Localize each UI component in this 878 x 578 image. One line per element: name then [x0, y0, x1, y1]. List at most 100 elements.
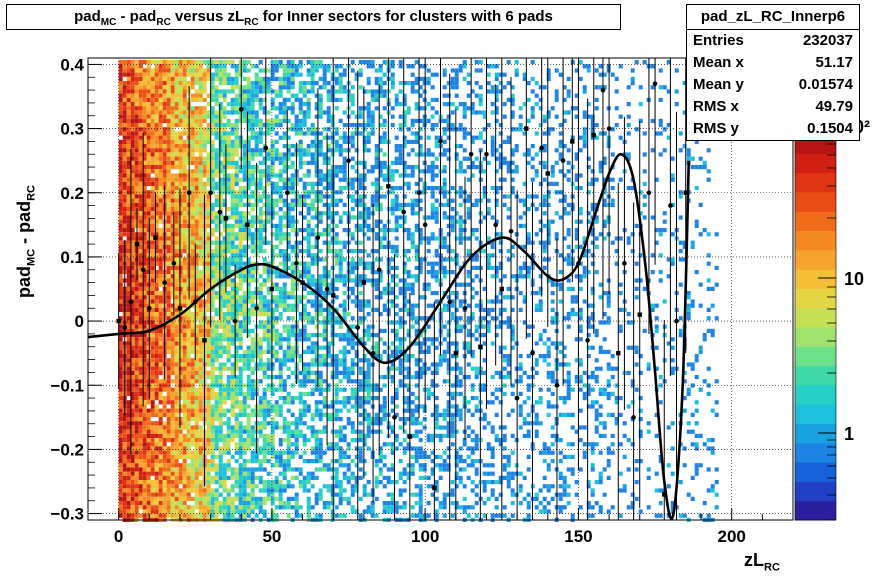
- heatmap-cell: [230, 81, 235, 86]
- heatmap-cell: [210, 249, 215, 254]
- heatmap-cell: [118, 501, 123, 506]
- heatmap-cell: [174, 85, 179, 90]
- heatmap-cell: [306, 404, 311, 409]
- heatmap-cell: [154, 396, 159, 401]
- heatmap-cell: [198, 261, 203, 266]
- heatmap-cell: [182, 274, 187, 279]
- heatmap-cell: [146, 345, 151, 350]
- heatmap-cell: [194, 253, 199, 258]
- heatmap-cell: [286, 408, 291, 413]
- heatmap-cell: [158, 139, 163, 144]
- heatmap-cell: [154, 295, 159, 300]
- heatmap-cell: [178, 303, 183, 308]
- heatmap-cell: [126, 270, 131, 275]
- heatmap-cell: [146, 400, 151, 405]
- heatmap-cell: [334, 165, 339, 170]
- heatmap-cell: [298, 295, 303, 300]
- heatmap-cell: [138, 391, 143, 396]
- heatmap-cell: [246, 177, 251, 182]
- heatmap-cell: [210, 509, 215, 514]
- heatmap-cell: [166, 186, 171, 191]
- heatmap-cell: [182, 169, 187, 174]
- heatmap-cell: [154, 391, 159, 396]
- heatmap-cell: [122, 68, 127, 73]
- heatmap-cell: [254, 64, 259, 69]
- heatmap-cell: [154, 198, 159, 203]
- heatmap-cell: [158, 177, 163, 182]
- heatmap-cell: [290, 190, 295, 195]
- heatmap-cell: [230, 181, 235, 186]
- heatmap-cell: [174, 148, 179, 153]
- heatmap-cell: [250, 459, 255, 464]
- heatmap-cell: [154, 64, 159, 69]
- heatmap-cell: [330, 219, 335, 224]
- heatmap-cell: [250, 223, 255, 228]
- heatmap-cell: [174, 215, 179, 220]
- heatmap-cell: [134, 72, 139, 77]
- heatmap-cell: [118, 106, 123, 111]
- heatmap-cell: [242, 228, 247, 233]
- heatmap-cell: [266, 89, 271, 94]
- heatmap-cell: [190, 454, 195, 459]
- heatmap-cell: [178, 186, 183, 191]
- heatmap-cell: [318, 450, 323, 455]
- heatmap-cell: [182, 295, 187, 300]
- heatmap-cell: [178, 219, 183, 224]
- heatmap-cell: [226, 509, 231, 514]
- heatmap-cell: [170, 438, 175, 443]
- heatmap-cell: [334, 370, 339, 375]
- heatmap-cell: [194, 144, 199, 149]
- heatmap-cell: [330, 459, 335, 464]
- heatmap-cell: [186, 320, 191, 325]
- heatmap-cell: [194, 228, 199, 233]
- heatmap-cell: [210, 72, 215, 77]
- heatmap-cell: [146, 421, 151, 426]
- heatmap-cell: [174, 333, 179, 338]
- heatmap-cell: [206, 270, 211, 275]
- heatmap-cell: [218, 127, 223, 132]
- heatmap-cell: [342, 433, 347, 438]
- heatmap-cell: [334, 64, 339, 69]
- heatmap-cell: [318, 375, 323, 380]
- heatmap-cell: [202, 156, 207, 161]
- heatmap-cell: [182, 240, 187, 245]
- heatmap-cell: [138, 102, 143, 107]
- heatmap-cell: [230, 295, 235, 300]
- heatmap-cell: [166, 106, 171, 111]
- heatmap-cell: [290, 324, 295, 329]
- heatmap-cell: [182, 408, 187, 413]
- heatmap-cell: [230, 261, 235, 266]
- heatmap-cell: [182, 152, 187, 157]
- heatmap-cell: [310, 412, 315, 417]
- heatmap-cell: [238, 186, 243, 191]
- heatmap-cell: [146, 433, 151, 438]
- heatmap-cell: [166, 412, 171, 417]
- heatmap-cell: [126, 320, 131, 325]
- heatmap-cell: [130, 307, 135, 312]
- heatmap-cell: [310, 253, 315, 258]
- heatmap-cell: [122, 93, 127, 98]
- heatmap-cell: [302, 362, 307, 367]
- heatmap-cell: [234, 492, 239, 497]
- heatmap-cell: [138, 404, 143, 409]
- heatmap-cell: [166, 450, 171, 455]
- heatmap-cell: [258, 354, 263, 359]
- heatmap-cell: [154, 81, 159, 86]
- heatmap-cell: [126, 93, 131, 98]
- heatmap-cell: [326, 97, 331, 102]
- heatmap-cell: [146, 68, 151, 73]
- heatmap-cell: [318, 93, 323, 98]
- heatmap-cell: [226, 303, 231, 308]
- heatmap-cell: [274, 106, 279, 111]
- heatmap-cell: [150, 505, 155, 510]
- heatmap-cell: [142, 110, 147, 115]
- heatmap-cell: [238, 295, 243, 300]
- heatmap-cell: [150, 261, 155, 266]
- heatmap-cell: [278, 89, 283, 94]
- heatmap-cell: [238, 286, 243, 291]
- heatmap-cell: [166, 341, 171, 346]
- heatmap-cell: [290, 354, 295, 359]
- heatmap-cell: [262, 282, 267, 287]
- heatmap-cell: [262, 148, 267, 153]
- heatmap-cell: [314, 496, 319, 501]
